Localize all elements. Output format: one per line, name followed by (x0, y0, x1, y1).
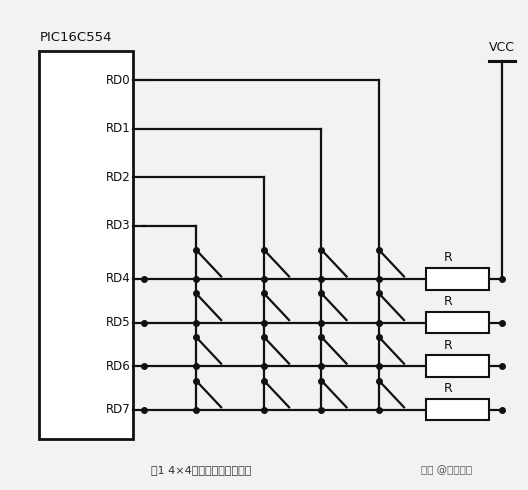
Text: PIC16C554: PIC16C554 (40, 31, 112, 44)
Text: RD5: RD5 (106, 316, 131, 329)
Text: R: R (444, 295, 452, 308)
Text: RD6: RD6 (106, 360, 131, 372)
Text: RD4: RD4 (106, 272, 131, 285)
Bar (426, 399, 488, 420)
Text: 头条 @小魅说事: 头条 @小魅说事 (421, 465, 473, 475)
Text: RD3: RD3 (106, 219, 131, 232)
Text: RD1: RD1 (106, 122, 131, 135)
Text: R: R (444, 382, 452, 395)
Bar (426, 268, 488, 290)
Bar (426, 312, 488, 333)
Bar (40, 51, 134, 439)
Text: R: R (444, 251, 452, 265)
Bar (426, 355, 488, 377)
Text: RD2: RD2 (106, 171, 131, 184)
Text: RD0: RD0 (106, 74, 131, 87)
Text: 图1 4×4行列式键盘的原理图: 图1 4×4行列式键盘的原理图 (151, 465, 251, 475)
Text: VCC: VCC (489, 41, 515, 53)
Text: R: R (444, 339, 452, 352)
Text: RD7: RD7 (106, 403, 131, 416)
